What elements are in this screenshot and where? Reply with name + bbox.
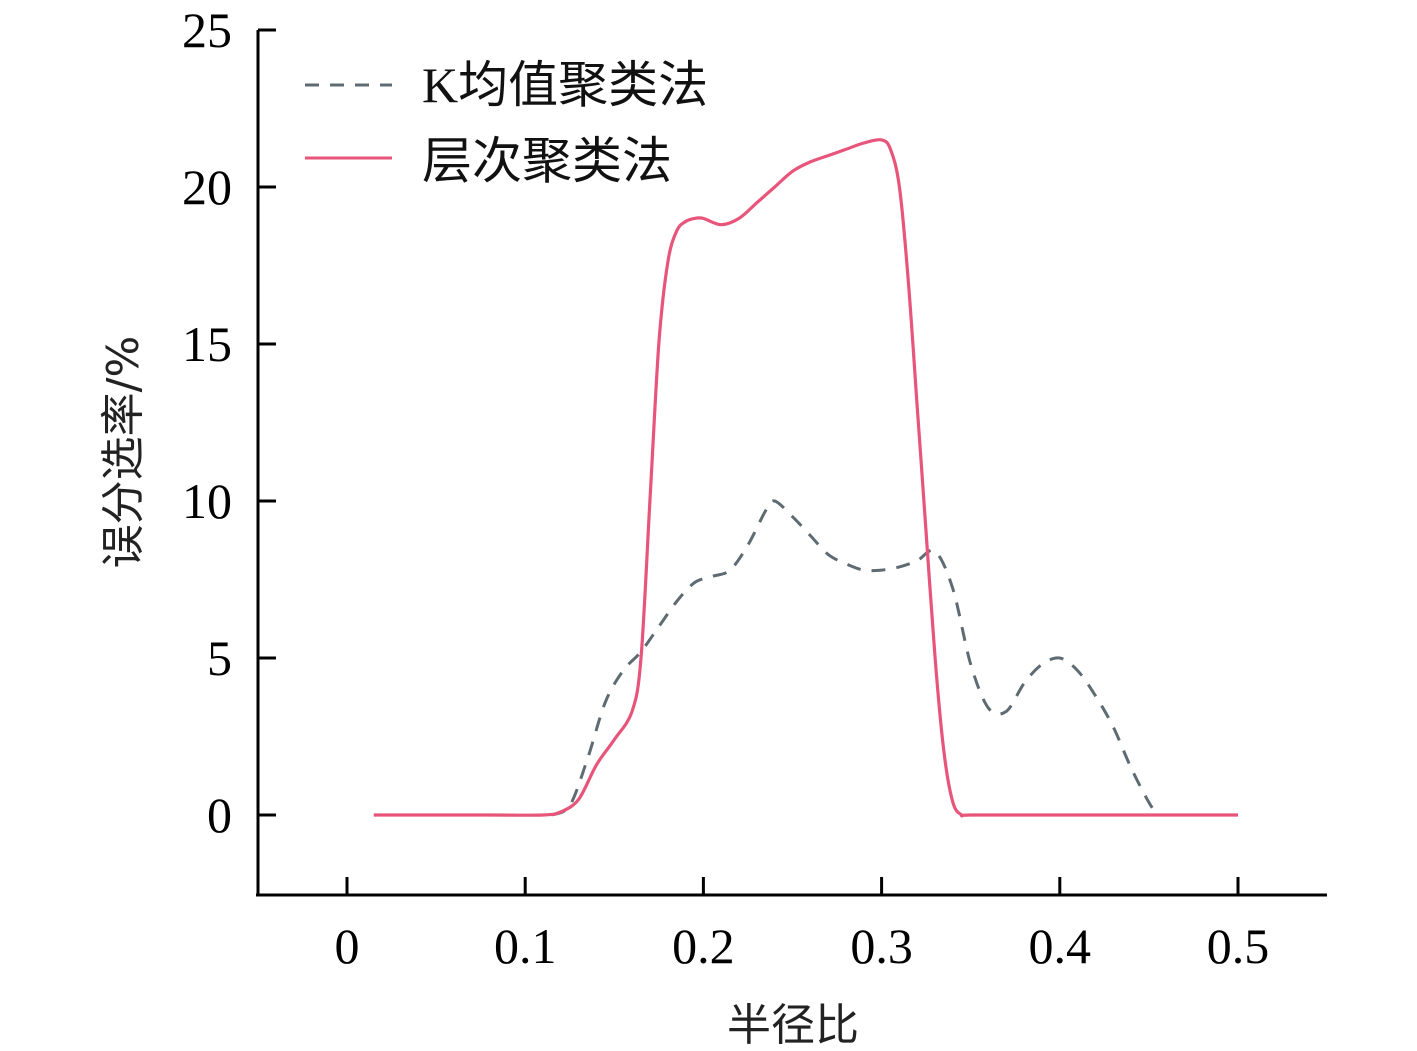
legend-label-kmeans: K均值聚类法	[422, 57, 708, 113]
series-layer	[373, 138, 1238, 818]
legend-item-hierarchical: 层次聚类法	[305, 133, 672, 189]
series-line-hierarchical	[373, 138, 1238, 818]
x-tick-label: 0	[335, 918, 360, 974]
axes	[256, 30, 1327, 897]
legend-label-hierarchical: 层次聚类法	[422, 133, 672, 189]
x-tick-label: 0.3	[850, 918, 913, 974]
x-tick-label: 0.1	[494, 918, 557, 974]
x-ticks: 0 0.1 0.2 0.3 0.4 0.5	[335, 877, 1270, 974]
y-tick-label: 15	[182, 316, 232, 372]
y-ticks: 0 5 10 15 20 25	[182, 2, 276, 843]
legend-item-kmeans: K均值聚类法	[305, 57, 708, 113]
series-line-kmeans	[551, 499, 1160, 817]
x-tick-label: 0.4	[1029, 918, 1092, 974]
legend: K均值聚类法 层次聚类法	[305, 57, 708, 189]
x-tick-label: 0.2	[672, 918, 735, 974]
y-tick-label: 20	[182, 159, 232, 215]
x-axis-title: 半径比	[727, 1000, 859, 1051]
y-axis-title: 误分选率/%	[98, 336, 149, 569]
x-tick-label: 0.5	[1207, 918, 1270, 974]
y-tick-label: 25	[182, 2, 232, 58]
y-tick-label: 0	[207, 787, 232, 843]
y-tick-label: 10	[182, 473, 232, 529]
y-tick-label: 5	[207, 630, 232, 686]
